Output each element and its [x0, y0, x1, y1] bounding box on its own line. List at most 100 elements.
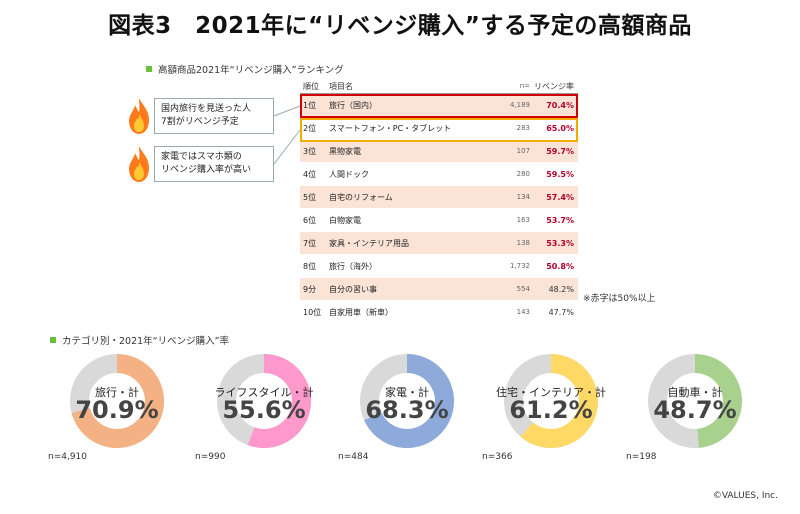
- donut-sample-size: n=366: [482, 452, 513, 462]
- donut-chart: 住宅・インテリア・計 61.2%: [496, 346, 606, 456]
- rank-cell: 3位: [303, 146, 317, 156]
- donut-value-label: 68.3%: [365, 396, 449, 424]
- header-n: n=: [519, 82, 530, 90]
- donut-category-label: 自動車・計: [667, 386, 723, 399]
- rank-cell: 6位: [303, 215, 317, 225]
- table-header-row: 順位 項目名 n= リベンジ率: [300, 79, 578, 94]
- rate-cell: 47.7%: [548, 307, 574, 317]
- item-cell: 黒物家電: [329, 146, 361, 156]
- item-cell: 人間ドック: [329, 169, 369, 179]
- rank-cell: 2位: [303, 123, 317, 133]
- table-row: 5位 自宅のリフォーム 134 57.4%: [300, 186, 578, 209]
- table-row: 2位 スマートフォン・PC・タブレット 283 65.0%: [300, 117, 578, 140]
- rank-cell: 9分: [303, 284, 317, 294]
- donut-value-label: 48.7%: [653, 396, 737, 424]
- donut-sample-size: n=484: [338, 452, 369, 462]
- category-section-label: カテゴリ別・2021年“リベンジ購入”率: [62, 336, 230, 347]
- ranking-section-heading: 高額商品2021年“リベンジ購入”ランキング: [146, 62, 344, 76]
- table-body: 1位 旅行（国内） 4,189 70.4% 2位 スマートフォン・PC・タブレット 283 6…: [300, 94, 578, 324]
- table-row: 7位 家具・インテリア用品 138 53.3%: [300, 232, 578, 255]
- rank-2-highlight: [300, 118, 578, 142]
- n-cell: 138: [516, 239, 530, 247]
- n-cell: 134: [516, 193, 530, 201]
- ranking-table: 順位 項目名 n= リベンジ率 1位 旅行（国内） 4,189 70.4% 2位 スマート…: [300, 79, 578, 324]
- callout-smartphone: 家電ではスマホ類の リベンジ購入率が高い: [154, 146, 274, 182]
- n-cell: 283: [516, 124, 530, 132]
- donut-category-label: 住宅・インテリア・計: [496, 386, 606, 399]
- rank-cell: 8位: [303, 261, 317, 271]
- callout-line: 7割がリベンジ予定: [161, 117, 239, 127]
- rate-cell: 48.2%: [548, 284, 574, 294]
- flame-icon: [127, 96, 151, 140]
- footnote: ※赤字は50%以上: [583, 294, 656, 304]
- copyright: ©VALUES, Inc.: [712, 491, 778, 501]
- table-row: 3位 黒物家電 107 59.7%: [300, 140, 578, 163]
- header-item: 項目名: [329, 81, 353, 91]
- rank-cell: 1位: [303, 100, 317, 110]
- donut-value-label: 61.2%: [509, 396, 593, 424]
- rate-cell: 57.4%: [546, 192, 574, 202]
- rank-1-highlight: [300, 94, 578, 118]
- donut-value-slice: [695, 354, 742, 448]
- table-row: 6位 白物家電 163 53.7%: [300, 209, 578, 232]
- donut-chart: 旅行・計 70.9%: [62, 346, 172, 456]
- table-row: 4位 人間ドック 280 59.5%: [300, 163, 578, 186]
- item-cell: 旅行（海外）: [329, 261, 377, 271]
- table-row: 9分 自分の習い事 554 48.2%: [300, 278, 578, 301]
- item-cell: 旅行（国内）: [329, 100, 377, 110]
- donut-svg: [648, 354, 742, 448]
- page-title: 図表3 2021年に“リベンジ購入”する予定の高額商品: [108, 13, 692, 39]
- donut-sample-size: n=4,910: [48, 452, 88, 462]
- item-cell: 白物家電: [329, 215, 361, 225]
- donut-chart: 自動車・計 48.7%: [640, 346, 750, 456]
- donut-value-label: 70.9%: [75, 396, 159, 424]
- rate-cell: 59.5%: [546, 169, 574, 179]
- n-cell: 280: [516, 170, 530, 178]
- rate-cell: 59.7%: [546, 146, 574, 156]
- item-cell: 自宅のリフォーム: [329, 192, 393, 202]
- rate-cell: 65.0%: [546, 123, 574, 133]
- table-row: 10位 自家用車（新車） 143 47.7%: [300, 301, 578, 324]
- donut-category-label: ライフスタイル・計: [214, 386, 314, 399]
- rank-cell: 4位: [303, 169, 317, 179]
- callout-line: 家電ではスマホ類の: [161, 152, 242, 162]
- donut-value-slice: [247, 354, 311, 448]
- flame-icon: [127, 144, 151, 188]
- rate-cell: 53.7%: [546, 215, 574, 225]
- donut-svg: [70, 354, 165, 448]
- callout-line: リベンジ購入率が高い: [161, 165, 252, 175]
- donut-category-label: 旅行・計: [95, 386, 139, 399]
- n-cell: 4,189: [509, 101, 530, 109]
- donut-value-slice: [520, 354, 598, 448]
- item-cell: 家具・インテリア用品: [329, 238, 409, 248]
- rate-cell: 53.3%: [546, 238, 574, 248]
- table-row: 8位 旅行（海外） 1,732 50.8%: [300, 255, 578, 278]
- callout-2-connector: [273, 129, 301, 165]
- n-cell: 554: [516, 285, 530, 293]
- rank-cell: 10位: [303, 307, 322, 317]
- rank-cell: 5位: [303, 192, 317, 202]
- donut-chart: 家電・計 68.3%: [352, 346, 462, 456]
- n-cell: 107: [516, 147, 530, 155]
- n-cell: 143: [516, 308, 530, 316]
- donut-svg: [504, 354, 598, 448]
- header-rate: リベンジ率: [534, 81, 574, 91]
- callout-domestic-travel: 国内旅行を見送った人 7割がリベンジ予定: [154, 98, 274, 134]
- item-cell: 自分の習い事: [329, 284, 377, 294]
- callout-line: 国内旅行を見送った人: [161, 104, 252, 114]
- donut-sample-size: n=990: [195, 452, 226, 462]
- rank-cell: 7位: [303, 238, 317, 248]
- category-section-heading: カテゴリ別・2021年“リベンジ購入”率: [50, 333, 229, 347]
- donut-chart: ライフスタイル・計 55.6%: [209, 346, 319, 456]
- callout-1-connector: [273, 105, 301, 117]
- item-cell: スマートフォン・PC・タブレット: [329, 123, 452, 133]
- donut-category-label: 家電・計: [385, 386, 429, 399]
- donut-sample-size: n=198: [626, 452, 657, 462]
- donut-value-label: 55.6%: [222, 396, 306, 424]
- donut-value-slice: [71, 354, 165, 448]
- n-cell: 1,732: [509, 262, 530, 270]
- rate-cell: 50.8%: [546, 261, 574, 271]
- donut-svg: [360, 354, 454, 448]
- n-cell: 163: [516, 216, 530, 224]
